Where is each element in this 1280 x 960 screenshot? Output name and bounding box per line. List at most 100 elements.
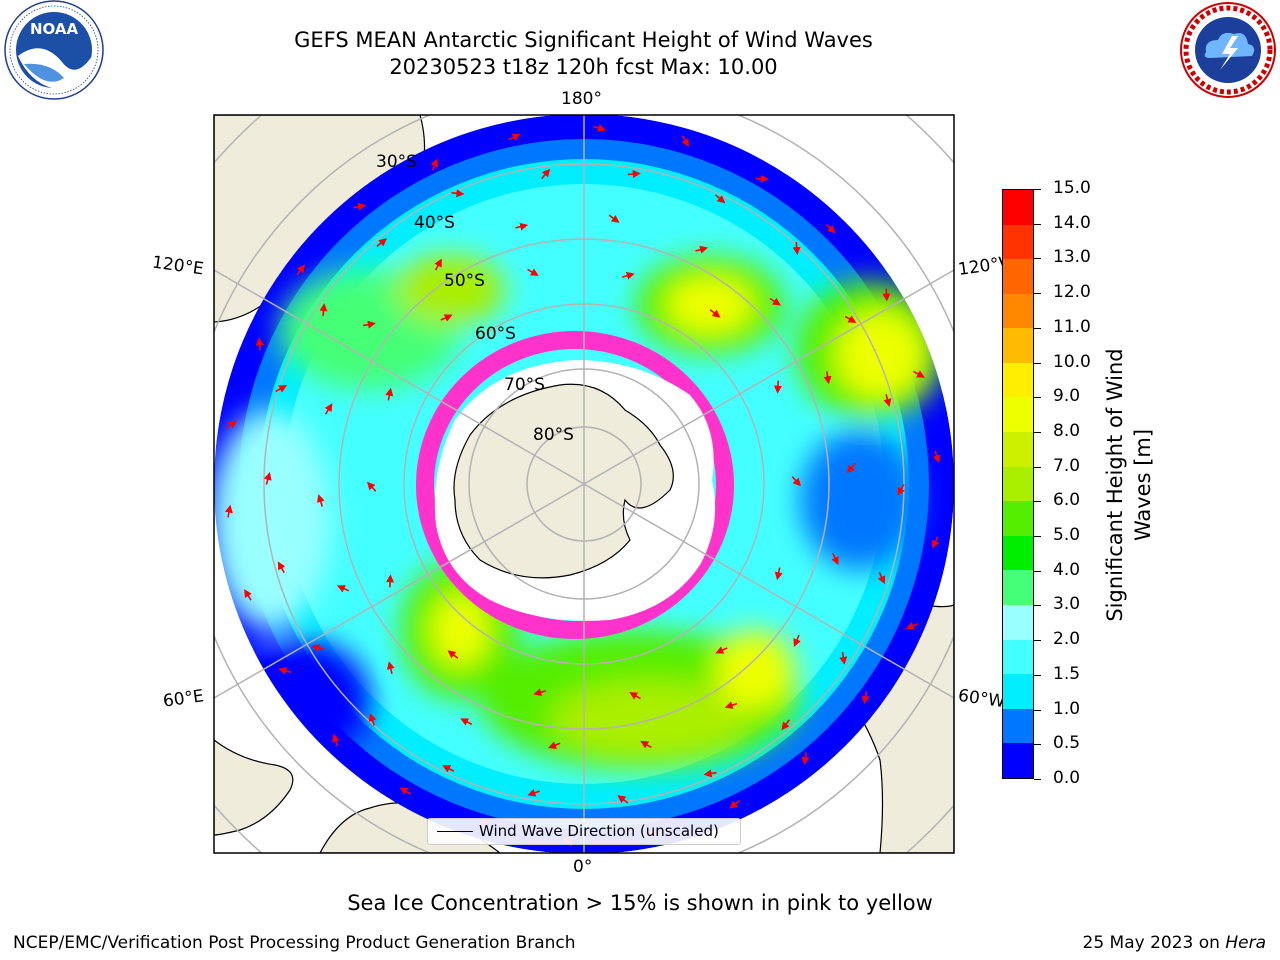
lat-label-50s: 50°S <box>444 271 485 291</box>
footer-date-text: 25 May 2023 on <box>1082 933 1226 953</box>
colorbar-tick-label: 10.0 <box>1053 351 1091 372</box>
legend-label: Wind Wave Direction (unscaled) <box>479 822 719 840</box>
wave-direction-arrow <box>278 666 292 675</box>
graticule <box>214 115 954 853</box>
colorbar-tick-label: 9.0 <box>1053 386 1081 407</box>
wave-direction-arrow <box>275 385 288 393</box>
wave-direction-arrow <box>861 691 870 705</box>
colorbar-tick-label: 12.0 <box>1053 282 1091 303</box>
lon-label-180: 180° <box>561 89 602 109</box>
colorbar-tick-mark <box>1034 744 1041 746</box>
wave-direction-arrow <box>913 370 925 378</box>
lat-label-80s: 80°S <box>533 425 574 445</box>
colorbar-tick-label: 5.0 <box>1053 525 1081 546</box>
wave-direction-arrow <box>460 718 473 726</box>
wave-direction-arrow <box>793 634 801 647</box>
chart-subtitle: 20230523 t18z 120h fcst Max: 10.00 <box>389 55 778 79</box>
colorbar-tick-label: 8.0 <box>1053 420 1081 441</box>
wave-direction-arrow <box>781 719 790 731</box>
colorbar-segment <box>1003 397 1033 433</box>
colorbar-tick-label: 15.0 <box>1053 178 1091 198</box>
wave-direction-arrow <box>451 189 465 198</box>
wave-direction-arrow <box>729 799 741 809</box>
wave-direction-arrow <box>629 692 641 700</box>
wave-direction-arrow <box>792 241 801 255</box>
wave-direction-arrow <box>621 271 635 280</box>
wave-direction-arrow <box>353 202 367 211</box>
wave-direction-arrow <box>533 688 547 697</box>
colorbar-tick-label: 2.0 <box>1053 629 1081 650</box>
colorbar-tick-mark <box>1034 640 1041 642</box>
map-legend: Wind Wave Direction (unscaled) <box>427 818 741 845</box>
lat-label-70s: 70°S <box>504 375 545 395</box>
lon-label-0: 0° <box>573 857 593 877</box>
colorbar-label-line2: Waves [m] <box>1131 428 1155 542</box>
sea-ice-edge <box>416 331 734 639</box>
wave-height-field <box>214 255 945 770</box>
wave-direction-arrow <box>882 288 891 302</box>
wave-direction-arrow <box>368 713 377 726</box>
chart-title: GEFS MEAN Antarctic Significant Height o… <box>294 28 873 52</box>
colorbar-tick-mark <box>1034 293 1041 295</box>
wave-direction-arrow <box>541 168 551 180</box>
wave-direction-arrow <box>823 371 832 385</box>
wave-direction-arrow <box>905 622 919 630</box>
wave-direction-arrow <box>385 387 394 401</box>
colorbar-tick-label: 0.0 <box>1053 768 1081 788</box>
colorbar-tick-mark <box>1034 779 1041 780</box>
wave-direction-arrow <box>801 752 810 766</box>
colorbar-tick-mark <box>1034 223 1041 225</box>
colorbar-tick-mark <box>1034 189 1041 190</box>
colorbar-segment <box>1003 674 1033 709</box>
colorbar-segment <box>1003 743 1033 778</box>
wave-direction-arrow <box>332 733 340 747</box>
wave-direction-arrow <box>255 337 264 351</box>
lat-label-40s: 40°S <box>414 213 455 233</box>
colorbar-segment <box>1003 432 1033 467</box>
footer-credit: NCEP/EMC/Verification Post Processing Pr… <box>13 933 576 953</box>
colorbar-tick-mark <box>1034 536 1041 538</box>
wave-direction-arrow <box>724 701 738 709</box>
wave-direction-arrow <box>791 476 802 487</box>
colorbar-segment <box>1003 501 1033 536</box>
wave-direction-arrow <box>311 644 325 652</box>
footer-host: Hera <box>1225 933 1266 953</box>
wave-direction-arrow <box>695 245 708 254</box>
colorbar-tick-label: 13.0 <box>1053 247 1091 268</box>
wave-direction-arrow <box>714 194 726 204</box>
wave-direction-arrow <box>593 124 607 132</box>
wave-direction-arrow <box>773 380 782 394</box>
wave-direction-arrow <box>399 787 412 795</box>
colorbar-tick-label: 0.5 <box>1053 733 1081 754</box>
wave-direction-arrow <box>709 309 721 318</box>
legend-line-sample <box>437 831 473 832</box>
wave-direction-arrow <box>508 133 521 141</box>
wave-direction-arrow <box>932 536 940 549</box>
wave-direction-arrow <box>640 740 652 749</box>
colorbar-segment <box>1003 293 1033 329</box>
wave-direction-arrow <box>277 561 286 574</box>
colorbar-segment <box>1003 708 1033 744</box>
wave-direction-arrow <box>263 472 272 485</box>
colorbar-tick-label: 7.0 <box>1053 455 1081 476</box>
wave-direction-arrow <box>224 504 233 518</box>
wave-direction-arrow <box>627 170 641 178</box>
wave-direction-arrow <box>846 462 856 474</box>
wave-direction-arrow <box>681 135 690 147</box>
sea-ice-note: Sea Ice Concentration > 15% is shown in … <box>347 891 933 915</box>
colorbar-label: Significant Height of Wind Waves [m] <box>1101 348 1157 621</box>
noaa-logo: NOAA <box>4 0 104 100</box>
wave-direction-arrow <box>608 214 620 223</box>
wave-direction-arrow <box>319 303 328 317</box>
colorbar-tick-mark <box>1034 397 1041 399</box>
wave-direction-arrow <box>225 420 237 429</box>
wave-direction-arrow <box>244 589 252 601</box>
colorbar-tick-mark <box>1034 327 1041 329</box>
wave-direction-arrow <box>527 788 540 797</box>
wave-direction-arrow <box>774 567 783 581</box>
wave-direction-arrow <box>932 450 941 464</box>
map-frame <box>213 114 955 854</box>
wave-direction-arrow <box>296 264 306 276</box>
wave-direction-arrow <box>897 484 905 496</box>
